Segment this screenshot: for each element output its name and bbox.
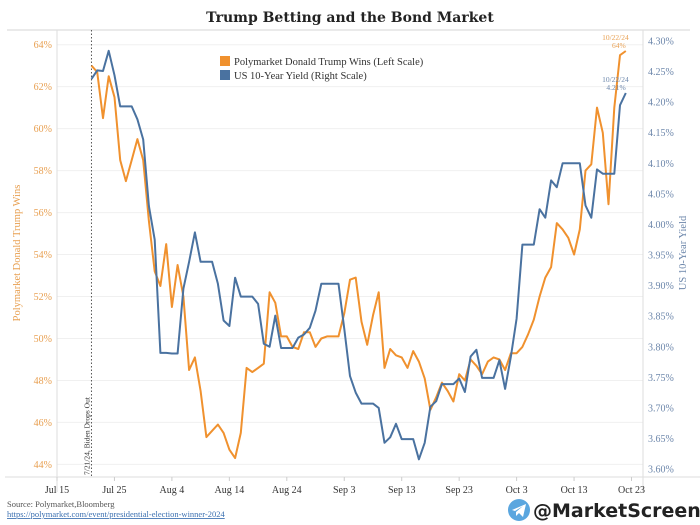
source-text: Source: Polymarket,Bloomberg	[7, 499, 115, 509]
left-axis-title: Polymarket Donald Trump Wins	[12, 185, 23, 322]
trump-end-date-label: 10/22/24	[602, 33, 629, 42]
x-tick-label: Jul 25	[102, 485, 126, 496]
x-tick-label: Sep 3	[333, 485, 356, 496]
left-tick-label: 52%	[34, 292, 52, 303]
left-tick-label: 50%	[34, 334, 52, 345]
right-tick-label: 4.30%	[648, 37, 674, 48]
yield-end-date-label: 10/22/24	[602, 75, 629, 84]
right-tick-label: 4.00%	[648, 220, 674, 231]
source-link[interactable]: https://polymarket.com/event/presidentia…	[7, 509, 225, 519]
x-tick-label: Aug 4	[160, 485, 185, 496]
telegram-icon	[508, 499, 530, 521]
left-tick-label: 46%	[34, 418, 52, 429]
right-tick-label: 3.90%	[648, 281, 674, 292]
legend: Polymarket Donald Trump Wins (Left Scale…	[220, 56, 424, 82]
legend-swatch-trump	[220, 56, 230, 66]
x-tick-label: Oct 23	[618, 485, 645, 496]
brand-handle: @MarketScreen	[533, 500, 700, 522]
right-tick-label: 3.60%	[648, 465, 674, 476]
right-tick-label: 3.80%	[648, 342, 674, 353]
left-tick-label: 48%	[34, 376, 52, 387]
left-tick-label: 58%	[34, 166, 52, 177]
right-tick-label: 4.05%	[648, 189, 674, 200]
legend-label-yield: US 10-Year Yield (Right Scale)	[234, 71, 367, 82]
series-lines	[90, 49, 627, 461]
chart-title: Trump Betting and the Bond Market	[206, 10, 494, 26]
end-labels: 10/22/24 64% 10/22/24 4.21%	[602, 33, 629, 92]
trump-odds-line	[90, 50, 627, 460]
x-tick-label: Oct 3	[506, 485, 528, 496]
x-tick-label: Sep 13	[388, 485, 416, 496]
x-tick-label: Oct 13	[561, 485, 588, 496]
right-tick-label: 4.15%	[648, 128, 674, 139]
right-axis-title: US 10-Year Yield	[678, 215, 689, 290]
yield-end-value-label: 4.21%	[606, 83, 625, 92]
biden-drops-out-annotation: 7/21/24, Biden Drops Out	[82, 396, 91, 475]
x-tick-label: Aug 14	[214, 485, 244, 496]
x-tick-label: Sep 23	[445, 485, 473, 496]
left-tick-label: 62%	[34, 82, 52, 93]
right-tick-label: 4.25%	[648, 67, 674, 78]
legend-swatch-yield	[220, 70, 230, 80]
gridlines	[57, 44, 643, 465]
right-tick-label: 3.95%	[648, 251, 674, 262]
left-tick-label: 64%	[34, 40, 52, 51]
right-tick-label: 3.65%	[648, 434, 674, 445]
right-tick-label: 3.85%	[648, 312, 674, 323]
legend-label-trump: Polymarket Donald Trump Wins (Left Scale…	[234, 57, 424, 68]
left-tick-label: 44%	[34, 460, 52, 471]
right-tick-label: 3.70%	[648, 403, 674, 414]
right-tick-label: 3.75%	[648, 373, 674, 384]
trump-end-value-label: 64%	[612, 41, 626, 50]
left-tick-label: 54%	[34, 250, 52, 261]
left-tick-label: 56%	[34, 208, 52, 219]
right-tick-label: 4.10%	[648, 159, 674, 170]
left-tick-label: 60%	[34, 124, 52, 135]
x-tick-label: Aug 24	[272, 485, 302, 496]
left-axis-ticks: 64% 62% 60% 58% 56% 54% 52% 50% 48% 46% 44%	[34, 40, 52, 471]
right-tick-label: 4.20%	[648, 98, 674, 109]
treasury-yield-line	[90, 49, 627, 461]
x-tick-label: Jul 15	[45, 485, 69, 496]
x-axis-ticks: Jul 15 Jul 25 Aug 4 Aug 14 Aug 24 Sep 3 Sep 13…	[45, 477, 645, 496]
right-axis-ticks: 4.30% 4.25% 4.20% 4.15% 4.10% 4.05% 4.00% 3.95%…	[648, 37, 674, 476]
